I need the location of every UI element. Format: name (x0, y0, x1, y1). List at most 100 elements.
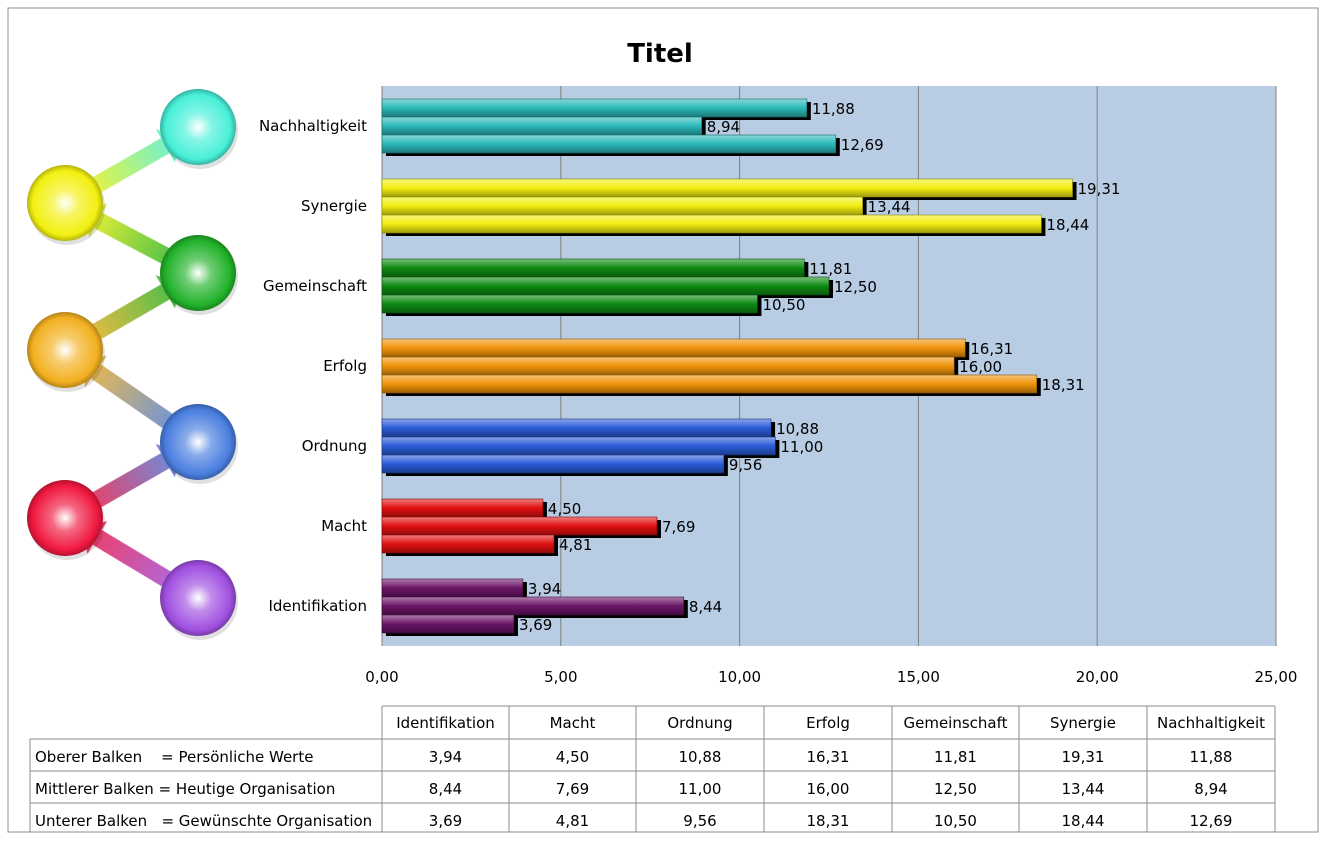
table-cell: 3,69 (429, 812, 462, 830)
category-label: Identifikation (268, 597, 367, 615)
data-table: Identifikation Macht Ordnung Erfolg Gemeinsc… (29, 705, 1276, 833)
table-cell: 10,88 (679, 748, 722, 766)
category-label: Synergie (301, 197, 367, 215)
table-cell: 13,44 (1062, 780, 1105, 798)
decorative-spheres (27, 89, 238, 640)
table-cell: 12,50 (934, 780, 977, 798)
data-label: 11,88 (812, 100, 855, 118)
table-header: Gemeinschaft (903, 714, 1007, 732)
data-label: 7,69 (662, 518, 695, 536)
category-label: Erfolg (323, 357, 367, 375)
data-label: 18,44 (1046, 216, 1089, 234)
chart-title: Titel (627, 39, 693, 69)
table-cell: 8,94 (1194, 780, 1227, 798)
data-label: 3,94 (528, 580, 561, 598)
table-cell: 16,00 (807, 780, 850, 798)
table-cell: 4,81 (556, 812, 589, 830)
sphere-icon (27, 480, 103, 556)
data-label: 12,69 (841, 136, 884, 154)
data-label: 18,31 (1042, 376, 1085, 394)
sphere-icon (160, 235, 236, 311)
table-row-label: Mittlerer Balken = Heutige Organisation (35, 780, 335, 798)
data-label: 3,69 (519, 616, 552, 634)
table-cell: 3,94 (429, 748, 462, 766)
bar (381, 356, 955, 376)
table-cell: 19,31 (1062, 748, 1105, 766)
data-label: 16,00 (959, 358, 1002, 376)
table-cell: 4,50 (556, 748, 589, 766)
category-label: Gemeinschaft (263, 277, 367, 295)
data-label: 16,31 (970, 340, 1013, 358)
x-tick-label: 0,00 (365, 668, 398, 686)
data-label: 10,88 (776, 420, 819, 438)
table-header: Nachhaltigkeit (1157, 714, 1265, 732)
sphere-icon (160, 89, 236, 165)
bar (381, 116, 702, 136)
bar (381, 294, 758, 314)
table-row-label: Oberer Balken = Persönliche Werte (35, 748, 313, 766)
bar (381, 516, 658, 536)
bar (381, 258, 805, 278)
data-label: 19,31 (1078, 180, 1121, 198)
bar (381, 214, 1042, 234)
table-header: Erfolg (806, 714, 850, 732)
bar (381, 338, 966, 358)
sphere-icon (27, 312, 103, 388)
category-labels: Identifikation Macht Ordnung Erfolg Gemeinsc… (259, 117, 367, 615)
x-tick-label: 25,00 (1255, 668, 1298, 686)
table-cell: 11,00 (679, 780, 722, 798)
bar (381, 134, 837, 154)
table-cell: 11,81 (934, 748, 977, 766)
table-header: Macht (550, 714, 596, 732)
bar (381, 454, 725, 474)
bar (381, 276, 830, 296)
table-cell: 18,44 (1062, 812, 1105, 830)
table-cell: 16,31 (807, 748, 850, 766)
x-tick-label: 10,00 (718, 668, 761, 686)
table-cell: 7,69 (556, 780, 589, 798)
bar (381, 178, 1073, 198)
table-row-label: Unterer Balken = Gewünschte Organisation (35, 812, 372, 830)
table-header: Synergie (1050, 714, 1116, 732)
data-label: 8,94 (707, 118, 740, 136)
bar (381, 98, 808, 118)
x-tick-label: 15,00 (897, 668, 940, 686)
x-tick-labels: 0,00 5,00 10,00 15,00 20,00 25,00 (365, 668, 1297, 686)
bar (381, 596, 685, 616)
category-label: Nachhaltigkeit (259, 117, 367, 135)
table-cell: 10,50 (934, 812, 977, 830)
data-label: 9,56 (729, 456, 762, 474)
table-header: Identifikation (396, 714, 495, 732)
x-tick-label: 5,00 (544, 668, 577, 686)
bar (381, 436, 776, 456)
sphere-icon (160, 404, 236, 480)
bar (381, 418, 772, 438)
table-header: Ordnung (667, 714, 732, 732)
data-label: 12,50 (834, 278, 877, 296)
data-label: 10,50 (762, 296, 805, 314)
table-cell: 9,56 (683, 812, 716, 830)
sphere-icon (160, 560, 236, 636)
table-cell: 8,44 (429, 780, 462, 798)
bar (381, 498, 544, 518)
table-cell: 12,69 (1190, 812, 1233, 830)
bar (381, 578, 524, 598)
data-label: 13,44 (868, 198, 911, 216)
sphere-icon (27, 165, 103, 241)
table-cell: 11,88 (1190, 748, 1233, 766)
category-label: Ordnung (302, 437, 367, 455)
table-cell: 18,31 (807, 812, 850, 830)
x-tick-label: 20,00 (1076, 668, 1119, 686)
data-label: 8,44 (689, 598, 722, 616)
bar (381, 534, 555, 554)
bar (381, 196, 863, 216)
category-label: Macht (321, 517, 367, 535)
bar (381, 374, 1038, 394)
data-label: 4,50 (548, 500, 581, 518)
data-label: 4,81 (559, 536, 592, 554)
data-label: 11,81 (809, 260, 852, 278)
data-label: 11,00 (780, 438, 823, 456)
